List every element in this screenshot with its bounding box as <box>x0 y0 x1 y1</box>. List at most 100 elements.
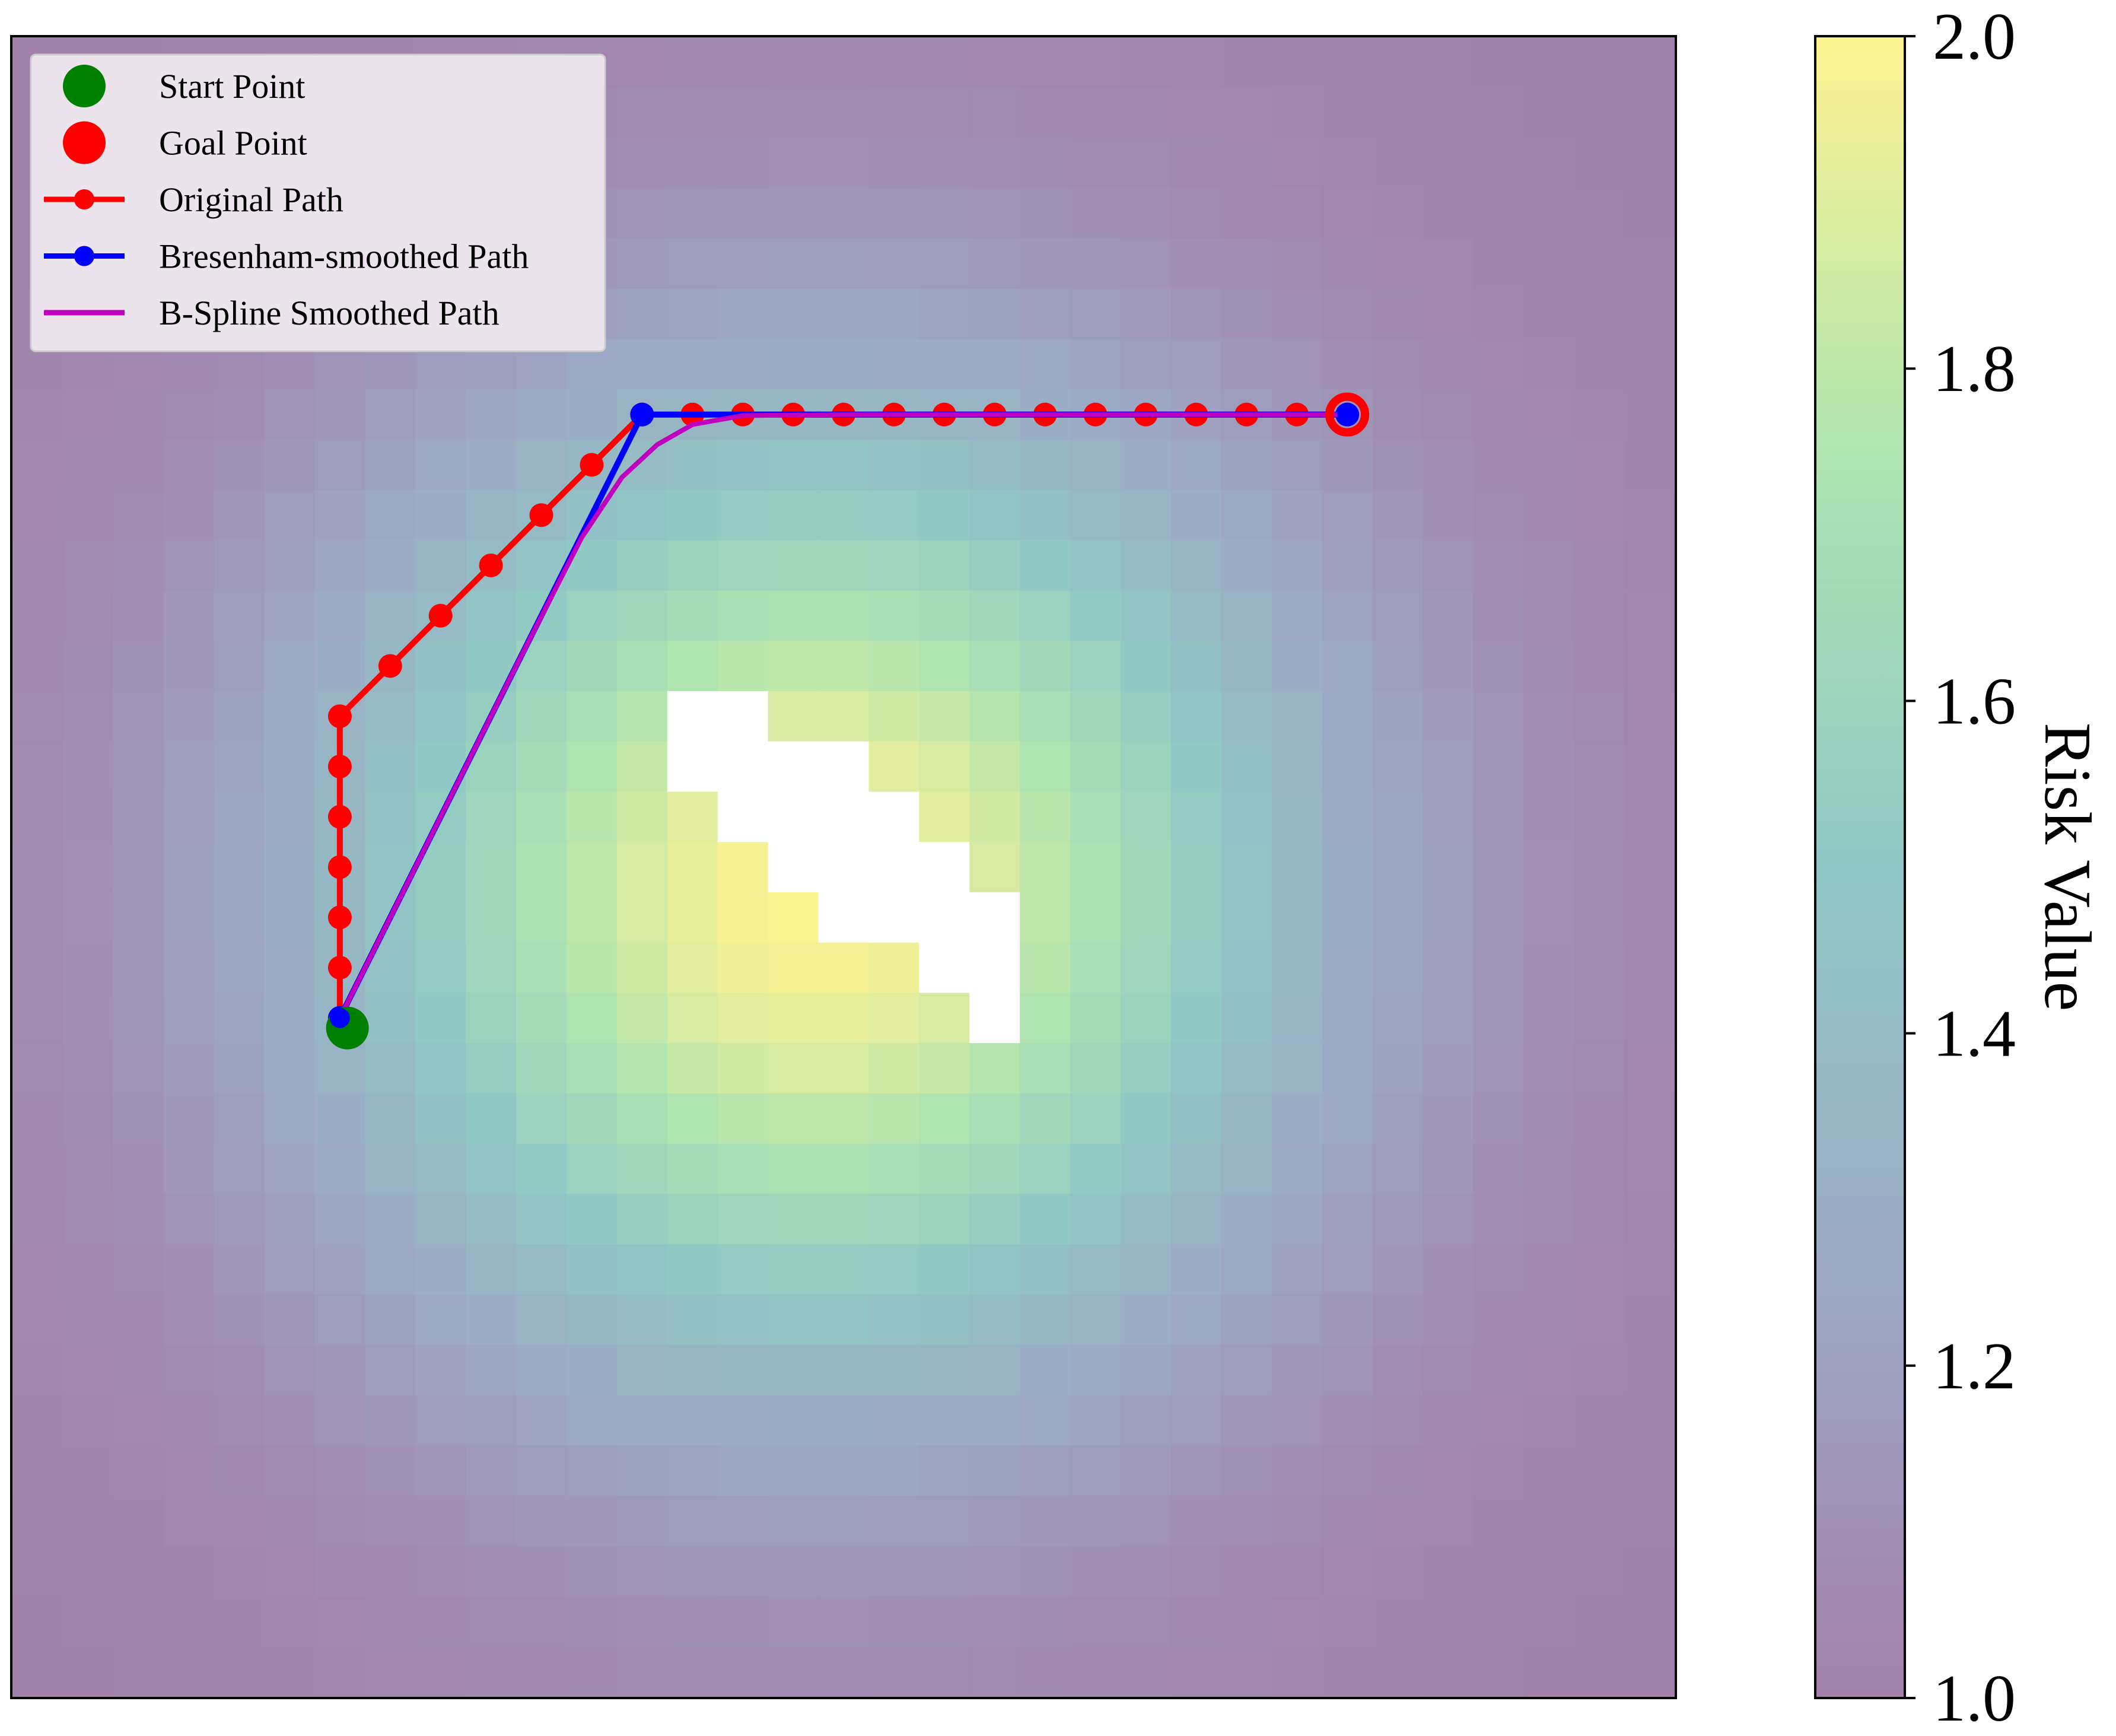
heatmap-cell <box>415 1395 466 1446</box>
obstacle-cell <box>667 741 718 793</box>
heatmap-cell <box>919 741 971 793</box>
heatmap-cell <box>314 1445 366 1496</box>
heatmap-cell <box>616 1344 668 1396</box>
heatmap-cell <box>314 1646 366 1697</box>
heatmap-cell <box>314 1294 366 1346</box>
heatmap-cell <box>163 1344 215 1396</box>
heatmap-cell <box>768 239 819 290</box>
heatmap-cell <box>1523 288 1574 340</box>
heatmap-cell <box>818 1395 870 1446</box>
heatmap-cell <box>969 741 1020 793</box>
heatmap-cell <box>1271 691 1323 742</box>
heatmap-cell <box>616 1244 668 1295</box>
heatmap-cell <box>1271 1395 1323 1446</box>
heatmap-cell <box>1624 993 1675 1044</box>
heatmap-cell <box>1574 188 1625 239</box>
heatmap-cell <box>1221 791 1272 842</box>
heatmap-cell <box>1574 339 1625 390</box>
heatmap-cell <box>1372 993 1424 1044</box>
heatmap-cell <box>1070 641 1121 692</box>
heatmap-cell <box>1574 892 1625 943</box>
heatmap-cell <box>62 1344 114 1396</box>
heatmap-cell <box>1473 339 1525 390</box>
heatmap-cell <box>1372 1294 1424 1346</box>
heatmap-cell <box>1170 1395 1222 1446</box>
heatmap-cell <box>667 1395 718 1446</box>
heatmap-cell <box>1473 1194 1525 1245</box>
heatmap-cell <box>1372 489 1424 541</box>
heatmap-cell <box>516 791 567 842</box>
heatmap-cell <box>113 1495 164 1547</box>
heatmap-cell <box>1473 791 1525 842</box>
heatmap-cell <box>868 1646 920 1697</box>
heatmap-cell <box>1523 1194 1574 1245</box>
heatmap-cell <box>516 691 567 742</box>
heatmap-cell <box>768 1646 819 1697</box>
heatmap-cell <box>1070 1043 1121 1094</box>
heatmap-cell <box>1423 1344 1474 1396</box>
heatmap-cell <box>1372 892 1424 943</box>
heatmap-cell <box>415 1495 466 1547</box>
heatmap-cell <box>62 1043 114 1094</box>
heatmap-cell <box>365 389 416 440</box>
heatmap-cell <box>919 993 971 1044</box>
heatmap-cell <box>919 87 971 139</box>
heatmap-cell <box>1070 791 1121 842</box>
heatmap-cell <box>717 1244 769 1295</box>
heatmap-cell <box>919 1043 971 1094</box>
heatmap-cell <box>163 842 215 893</box>
heatmap-cell <box>1221 239 1272 290</box>
heatmap-plot <box>10 35 1677 1699</box>
heatmap-cell <box>1322 188 1373 239</box>
heatmap-cell <box>1624 540 1675 592</box>
heatmap-cell <box>768 37 819 88</box>
heatmap-cell <box>616 37 668 88</box>
heatmap-cell <box>1070 440 1121 491</box>
heatmap-cell <box>365 993 416 1044</box>
heatmap-cell <box>1271 791 1323 842</box>
heatmap-cell <box>1221 1495 1272 1547</box>
heatmap-cell <box>264 741 316 793</box>
heatmap-cell <box>616 691 668 742</box>
heatmap-cell <box>113 641 164 692</box>
obstacle-cell <box>919 892 971 943</box>
heatmap-cell <box>1372 1596 1424 1648</box>
heatmap-cell <box>616 590 668 641</box>
heatmap-cell <box>1322 540 1373 592</box>
heatmap-cell <box>365 590 416 641</box>
heatmap-cell <box>1170 288 1222 340</box>
heatmap-cell <box>1372 1646 1424 1697</box>
heatmap-cell <box>1372 691 1424 742</box>
heatmap-cell <box>1170 741 1222 793</box>
heatmap-cell <box>1574 87 1625 139</box>
heatmap-cell <box>1322 339 1373 390</box>
heatmap-cell <box>214 1244 265 1295</box>
heatmap-cell <box>667 1646 718 1697</box>
heatmap-cell <box>667 641 718 692</box>
heatmap-cell <box>365 1294 416 1346</box>
heatmap-cell <box>1423 389 1474 440</box>
heatmap-cell <box>717 1344 769 1396</box>
heatmap-cell <box>1523 691 1574 742</box>
heatmap-cell <box>466 389 517 440</box>
heatmap-cell <box>1574 389 1625 440</box>
heatmap-cell <box>1624 1495 1675 1547</box>
heatmap-cell <box>1523 993 1574 1044</box>
heatmap-cell <box>1624 791 1675 842</box>
heatmap-cell <box>1473 942 1525 994</box>
heatmap-cell <box>868 188 920 239</box>
heatmap-cell <box>1070 540 1121 592</box>
heatmap-cell <box>667 489 718 541</box>
heatmap-cell <box>214 590 265 641</box>
heatmap-cell <box>868 87 920 139</box>
heatmap-cell <box>969 188 1020 239</box>
heatmap-cell <box>1271 138 1323 189</box>
heatmap-cell <box>214 1445 265 1496</box>
heatmap-cell <box>717 1194 769 1245</box>
original-path-point <box>327 956 352 980</box>
heatmap-cell <box>1624 138 1675 189</box>
heatmap-cell <box>1624 741 1675 793</box>
heatmap-cell <box>1473 842 1525 893</box>
heatmap-cell <box>516 741 567 793</box>
